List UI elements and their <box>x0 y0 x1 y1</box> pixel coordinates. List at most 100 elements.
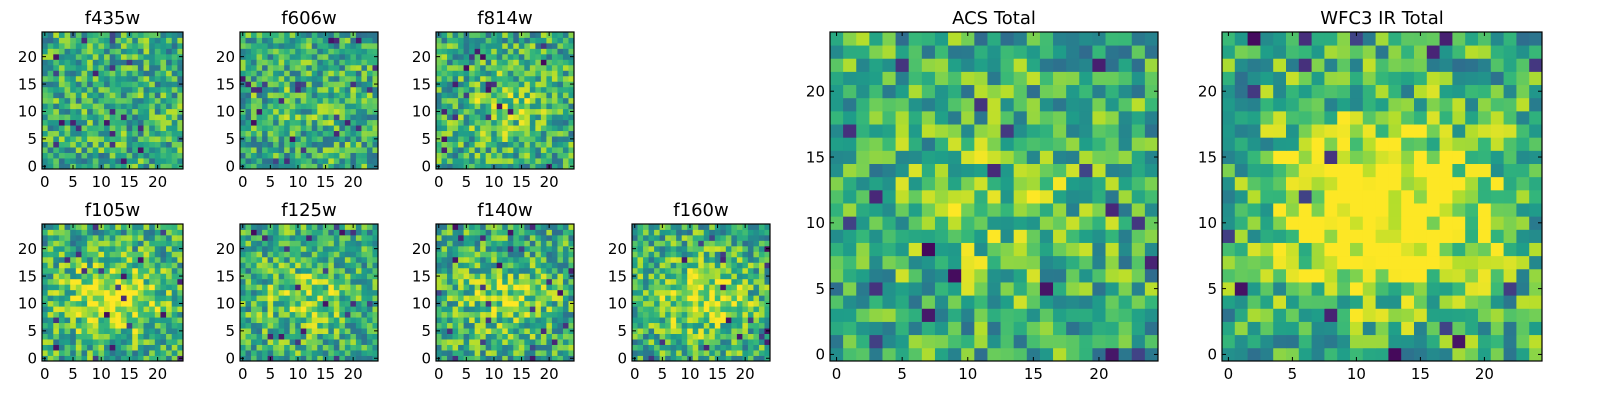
heatmap-cell <box>126 251 133 258</box>
heatmap-cell <box>540 108 547 115</box>
heatmap-cell <box>1131 347 1146 362</box>
heatmap-cell <box>670 234 677 241</box>
heatmap-cell <box>764 234 771 241</box>
heatmap-cell <box>273 86 280 93</box>
heatmap-cell <box>166 158 173 164</box>
heatmap-cell <box>974 334 988 349</box>
heatmap-cell <box>742 278 749 285</box>
heatmap-cell <box>540 339 547 345</box>
heatmap-cell <box>987 334 1001 349</box>
heatmap-cell <box>64 119 71 126</box>
heatmap-cell <box>339 130 346 137</box>
heatmap-cell <box>568 322 575 329</box>
heatmap-cell <box>87 86 94 93</box>
heatmap-cell <box>974 229 988 243</box>
heatmap-cell <box>557 136 564 142</box>
heatmap-cell <box>987 203 1001 217</box>
heatmap-cell <box>58 328 65 334</box>
heatmap-cell <box>463 130 470 137</box>
heatmap-cell <box>447 284 453 291</box>
heatmap-cell <box>245 75 252 82</box>
heatmap-cell <box>115 48 122 55</box>
heatmap-cell <box>474 114 481 121</box>
heatmap-cell <box>551 262 558 269</box>
heatmap-cell <box>267 344 274 351</box>
heatmap-cell <box>70 119 77 126</box>
heatmap-cell <box>458 81 464 88</box>
heatmap-cell <box>104 75 111 82</box>
heatmap-cell <box>344 328 351 334</box>
heatmap-cell <box>278 311 285 318</box>
x-tick-label: 20 <box>540 365 559 383</box>
heatmap-cell <box>562 81 569 88</box>
heatmap-cell <box>535 81 542 88</box>
heatmap-cell <box>289 75 296 82</box>
heatmap-cell <box>154 240 161 247</box>
heatmap-cell <box>273 350 280 356</box>
heatmap-cell <box>137 70 144 77</box>
heatmap-cell <box>856 216 870 230</box>
heatmap-cell <box>317 311 324 318</box>
heatmap-cell <box>137 32 144 38</box>
heatmap-cell <box>256 240 263 247</box>
heatmap-cell <box>311 32 318 38</box>
heatmap-cell <box>1013 282 1028 296</box>
heatmap-cell <box>137 284 144 291</box>
heatmap-cell <box>535 92 542 99</box>
heatmap-cell <box>355 64 362 71</box>
heatmap-cell <box>469 267 476 274</box>
heatmap-cell <box>502 92 509 99</box>
y-tick-label: 20 <box>18 48 37 66</box>
heatmap-cell <box>557 114 564 121</box>
heatmap-cell <box>513 75 520 82</box>
heatmap-cell <box>535 42 542 49</box>
heatmap-cell <box>115 344 122 351</box>
heatmap-cell <box>948 321 962 336</box>
heatmap-cell <box>764 339 771 345</box>
heatmap-cell <box>1039 176 1054 191</box>
heatmap-cell <box>714 306 721 313</box>
heatmap-cell <box>469 48 476 55</box>
heatmap-cell <box>284 32 291 38</box>
heatmap-cell <box>47 32 54 38</box>
heatmap-cell <box>92 147 99 153</box>
heatmap-cell <box>361 295 368 302</box>
heatmap-cell <box>126 37 133 44</box>
heatmap-cell <box>344 48 351 55</box>
heatmap-cell <box>529 289 536 296</box>
heatmap-cell <box>64 70 71 77</box>
heatmap-cell <box>317 240 324 247</box>
heatmap-cell <box>474 273 481 280</box>
heatmap-cell <box>92 119 99 126</box>
heatmap-cell <box>1013 189 1028 204</box>
heatmap-cell <box>278 224 285 230</box>
heatmap-cell <box>452 229 459 236</box>
heatmap-cell <box>687 322 694 329</box>
heatmap-cell <box>317 130 324 137</box>
heatmap-cell <box>328 119 335 126</box>
heatmap-cell <box>132 64 139 71</box>
heatmap-cell <box>256 147 263 153</box>
heatmap-cell <box>273 344 280 351</box>
heatmap-cell <box>535 240 542 247</box>
heatmap-cell <box>665 311 672 318</box>
heatmap-cell <box>452 328 459 334</box>
heatmap-cell <box>546 278 553 285</box>
heatmap-cell <box>339 273 346 280</box>
heatmap-cell <box>524 141 531 148</box>
heatmap-cell <box>92 328 99 334</box>
heatmap-cell <box>562 119 569 126</box>
heatmap-cell <box>53 141 60 148</box>
heatmap-cell <box>562 273 569 280</box>
heatmap-cell <box>256 300 263 307</box>
heatmap-cell <box>120 163 127 170</box>
heatmap-cell <box>1079 308 1093 322</box>
axes-frame <box>239 223 379 362</box>
heatmap-cell <box>109 317 116 324</box>
heatmap-cell <box>703 251 710 258</box>
heatmap-cell <box>92 37 99 44</box>
heatmap-cell <box>361 97 368 104</box>
panel-title: f606w <box>281 8 336 29</box>
heatmap-cell <box>137 97 144 104</box>
heatmap-cell <box>160 300 167 307</box>
